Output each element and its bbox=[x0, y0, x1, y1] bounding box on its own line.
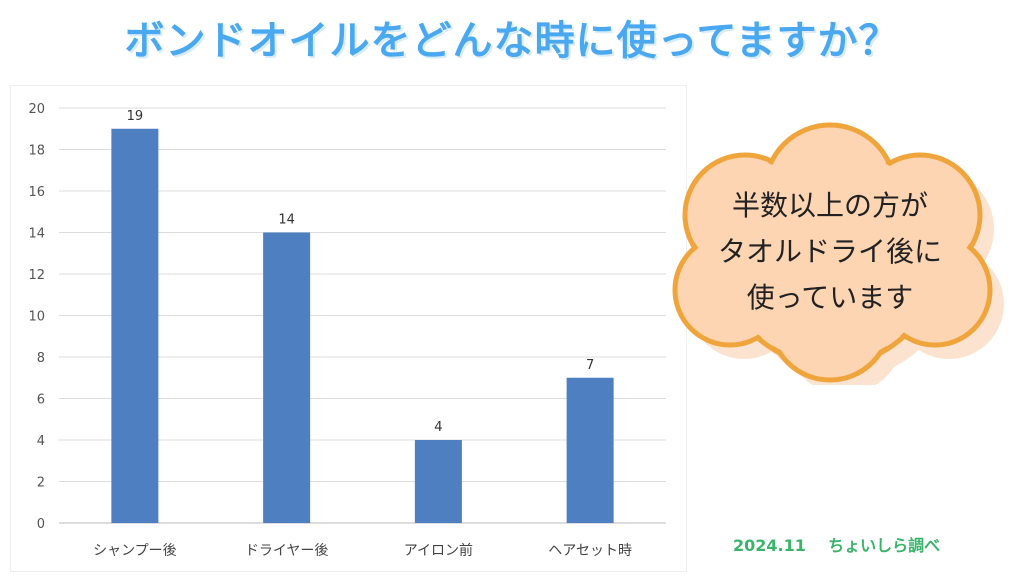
y-tick-label: 6 bbox=[37, 393, 45, 408]
callout-text: 半数以上の方が タオルドライ後に 使っています bbox=[680, 183, 980, 321]
category-label: シャンプー後 bbox=[93, 543, 177, 559]
category-label: アイロン前 bbox=[404, 542, 473, 559]
bar-data-label: 4 bbox=[434, 420, 442, 435]
callout-fill bbox=[678, 128, 987, 377]
y-tick-label: 8 bbox=[37, 351, 45, 366]
bar bbox=[414, 440, 462, 523]
bar bbox=[111, 128, 159, 523]
callout-cloud bbox=[672, 122, 1004, 385]
y-tick-label: 10 bbox=[28, 310, 45, 325]
bar bbox=[263, 232, 311, 523]
data-labels: 19 14 4 7 bbox=[127, 109, 595, 435]
gridlines bbox=[59, 107, 666, 524]
y-tick-label: 12 bbox=[28, 268, 45, 283]
chart-canvas: 0 2 4 6 8 10 12 14 16 18 20 19 14 4 7 シャンプー後 ドライヤー後 アイロ… bbox=[28, 102, 666, 559]
y-tick-label: 0 bbox=[37, 517, 45, 532]
source-note: 2024.11 ちょいしら調べ bbox=[733, 532, 940, 556]
bar-chart: 0 2 4 6 8 10 12 14 16 18 20 19 14 4 7 シャンプー後 ドライヤー後 アイロ… bbox=[10, 85, 687, 572]
y-tick-label: 20 bbox=[28, 102, 45, 117]
x-axis-categories: シャンプー後 ドライヤー後 アイロン前 ヘアセット時 bbox=[93, 542, 632, 559]
y-tick-label: 16 bbox=[28, 185, 45, 200]
y-tick-label: 18 bbox=[28, 144, 45, 159]
page-title: ボンドオイルをどんな時に使ってますか？ bbox=[124, 18, 900, 64]
bar-data-label: 19 bbox=[127, 109, 144, 124]
y-tick-label: 2 bbox=[37, 476, 45, 491]
callout-line: タオルドライ後に bbox=[717, 235, 942, 268]
source-text: ちょいしら調べ bbox=[828, 536, 941, 555]
y-tick-label: 14 bbox=[28, 227, 45, 242]
source-date: 2024.11 bbox=[733, 536, 806, 555]
category-label: ヘアセット時 bbox=[548, 543, 632, 559]
category-label: ドライヤー後 bbox=[245, 543, 329, 559]
bar bbox=[566, 377, 614, 523]
bar-data-label: 7 bbox=[586, 358, 594, 373]
bars bbox=[111, 128, 614, 523]
callout-line: 使っています bbox=[746, 281, 914, 314]
y-tick-label: 4 bbox=[37, 434, 45, 449]
y-axis-ticks: 0 2 4 6 8 10 12 14 16 18 20 bbox=[28, 102, 45, 532]
bar-data-label: 14 bbox=[278, 213, 295, 228]
callout-line: 半数以上の方が bbox=[731, 189, 928, 222]
